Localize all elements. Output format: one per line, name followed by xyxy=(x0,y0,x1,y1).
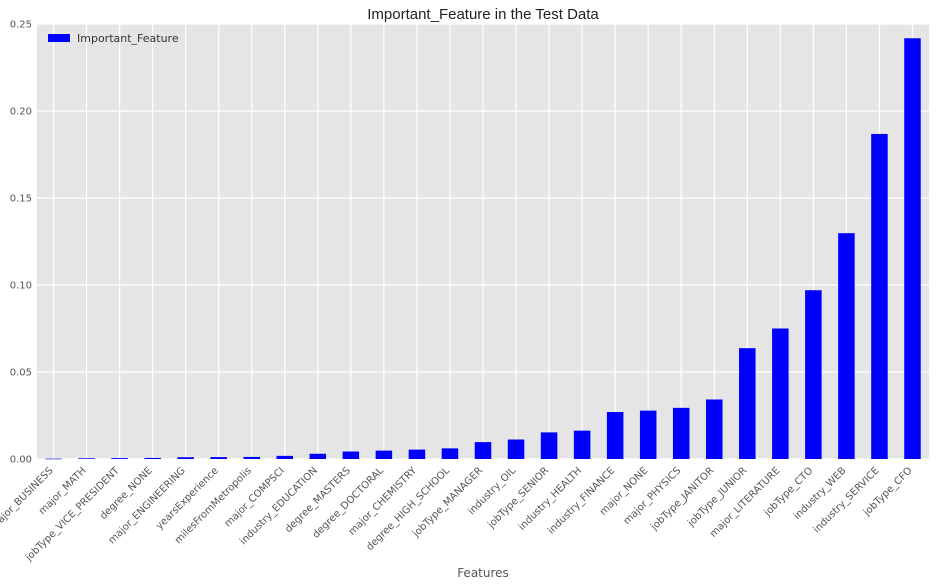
y-tick-label: 0.20 xyxy=(10,107,32,118)
y-tick-label: 0.15 xyxy=(10,194,32,205)
bar-major_BUSINESS xyxy=(45,458,62,460)
bar-major_PHYSICS xyxy=(672,407,690,459)
chart-title: Important_Feature in the Test Data xyxy=(367,6,599,23)
legend-label: Important_Feature xyxy=(77,32,179,45)
bar-yearsExperience xyxy=(210,457,227,459)
legend-swatch xyxy=(48,34,70,42)
bar-major_MATH xyxy=(78,458,95,459)
bars xyxy=(45,38,921,460)
bar-major_COMPSCI xyxy=(276,455,294,459)
bar-major_CHEMISTRY xyxy=(408,449,426,459)
y-tick-label: 0.05 xyxy=(10,368,32,379)
bar-industry_WEB xyxy=(838,233,855,459)
bar-industry_SERVICE xyxy=(871,133,888,459)
x-axis-label: Features xyxy=(457,566,509,580)
grid-lines xyxy=(37,23,929,460)
bar-major_NONE xyxy=(639,410,657,459)
bar-industry_EDUCATION xyxy=(309,453,327,459)
bar-industry_OIL xyxy=(507,439,525,459)
x-tick-label: major_PHYSICS xyxy=(622,465,684,527)
bar-degree_MASTERS xyxy=(342,451,360,459)
bar-major_LITERATURE xyxy=(772,328,789,459)
x-tick-label: jobType_JUNIOR xyxy=(685,465,749,529)
bar-degree_DOCTORAL xyxy=(375,450,393,459)
bar-degree_NONE xyxy=(144,457,161,459)
y-tick-label: 0.00 xyxy=(10,455,32,466)
bar-jobType_CTO xyxy=(805,290,822,459)
y-axis: 0.00 0.05 0.10 0.15 0.20 0.25 xyxy=(10,20,32,466)
bar-jobType_CFO xyxy=(904,38,921,459)
bar-industry_FINANCE xyxy=(606,412,624,459)
legend: Important_Feature xyxy=(48,32,179,45)
x-axis: major_BUSINESSmajor_MATHjobType_VICE_PRE… xyxy=(0,465,915,564)
bar-degree_HIGH_SCHOOL xyxy=(441,448,459,459)
bar-jobType_MANAGER xyxy=(474,442,492,459)
y-tick-label: 0.25 xyxy=(10,20,32,31)
y-tick-label: 0.10 xyxy=(10,281,32,292)
x-tick-label: jobType_SENIOR xyxy=(485,465,551,531)
x-tick-label: jobType_JANITOR xyxy=(648,465,716,533)
x-tick-label: major_COMPSCI xyxy=(223,465,287,529)
x-tick-label: yearsExperience xyxy=(154,465,221,532)
bar-industry_HEALTH xyxy=(573,430,591,459)
bar-milesFromMetropolis xyxy=(243,456,260,459)
x-tick-label: industry_HEALTH xyxy=(517,465,585,533)
bar-jobType_VICE_PRESIDENT xyxy=(111,458,128,459)
bar-jobType_SENIOR xyxy=(540,432,558,459)
bar-jobType_JANITOR xyxy=(706,399,723,459)
bar-major_ENGINEERING xyxy=(177,457,194,459)
bar-jobType_JUNIOR xyxy=(739,348,756,459)
